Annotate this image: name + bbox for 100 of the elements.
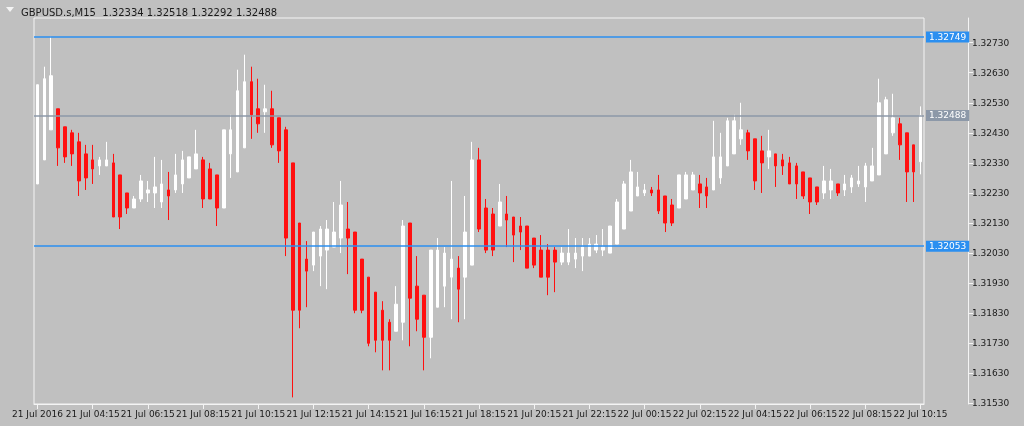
candlestick [629,159,633,212]
candlestick [822,165,826,200]
candlestick [760,135,764,194]
candlestick [70,129,74,167]
candlestick [657,174,660,215]
candlestick [305,240,308,308]
candlestick [236,69,239,173]
candlestick [746,129,750,161]
candlestick [43,66,46,161]
candlestick [505,195,508,248]
candlestick [484,198,488,254]
candlestick [457,255,460,323]
candlestick [98,156,101,176]
candlestick [401,219,405,341]
candlestick [56,108,60,167]
x-tick-label: 21 Jul 22:15 [562,408,617,419]
x-tick-label: 21 Jul 2016 [11,408,64,419]
x-tick-label: 22 Jul 10:15 [893,408,948,419]
candlestick [160,159,163,209]
x-tick-label: 22 Jul 02:15 [672,408,727,419]
x-tick-label: 21 Jul 08:15 [176,408,231,419]
candlestick [256,78,260,134]
candlestick [739,102,743,146]
y-tick-label: 1.31730 [972,338,1010,349]
candlestick [105,141,108,167]
candlestick [843,174,846,197]
candlestick [898,117,902,161]
candlestick [394,285,398,332]
candlestick [367,276,370,347]
candlestick [732,114,736,155]
candlestick [374,291,377,353]
candlestick [795,162,798,200]
candlestick [601,228,605,257]
candlestick [829,168,833,200]
x-tick-label: 21 Jul 18:15 [452,408,506,419]
candlestick [532,237,536,269]
candlestick [229,114,232,179]
candlestick [277,117,281,164]
candlestick [429,249,433,359]
candlestick [525,225,529,269]
y-tick-label: 1.31830 [972,308,1010,319]
candlestick [132,195,136,209]
x-tick-label: 21 Jul 20:15 [507,408,562,419]
candlestick [84,144,88,191]
x-tick-label: 22 Jul 06:15 [783,408,838,419]
y-tick-label: 1.32530 [972,97,1010,108]
candlestick [422,294,426,371]
candlestick [146,180,150,203]
x-tick-label: 22 Jul 04:15 [727,408,782,419]
candlestick [684,171,688,200]
y-tick-label: 1.31630 [972,368,1010,379]
candlestick [270,90,274,149]
candlestick [498,183,502,227]
candlestick [243,54,246,149]
candlestick [857,165,860,188]
candlestick [663,195,667,233]
candlestick [815,186,819,206]
candlestick [774,153,777,188]
candlestick [194,129,198,170]
x-tick-label: 21 Jul 12:15 [286,408,341,419]
candlestick [767,129,771,170]
candlestick [891,93,895,137]
candlestick [519,216,522,251]
y-tick-label: 1.31930 [972,278,1010,289]
candlestick [608,225,612,254]
candlestick [36,84,39,185]
x-tick-label: 21 Jul 04:15 [65,408,120,419]
candlestick [470,141,474,266]
candlestick [187,156,191,179]
candlestick [346,201,350,275]
candlestick [250,66,253,140]
candlestick [753,138,757,191]
candlestick [553,246,557,293]
y-tick-label: 1.32230 [972,187,1010,198]
candlestick [788,156,791,185]
y-tick-label: 1.32730 [972,37,1010,48]
candlestick [139,174,143,203]
candlestick [284,126,288,257]
candlestick [877,78,881,176]
y-tick-label: 1.32630 [972,67,1010,78]
candlestick [567,228,570,266]
candlestick [726,117,729,167]
candlestick [325,219,329,290]
candlestick [691,171,695,191]
candlestick [636,171,639,197]
candlestick [360,258,364,314]
candlestick [615,198,619,245]
candlestick [574,237,577,269]
candlestick [698,174,702,209]
candlestick [650,186,653,197]
candlestick [263,84,267,134]
candlestick [63,126,67,164]
candlestick [581,237,584,272]
candlestick [719,132,722,185]
y-tick-label: 1.32430 [972,127,1010,138]
candlestick [491,207,495,257]
candlestick [332,201,336,248]
candlestick [153,156,157,209]
ref-line-label: 1.32488 [929,110,967,121]
candlestick [670,198,674,227]
